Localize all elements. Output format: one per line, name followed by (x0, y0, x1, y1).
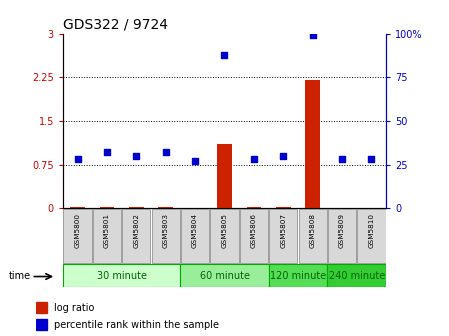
Bar (269, 209, 297, 263)
Text: GSM5800: GSM5800 (75, 213, 80, 248)
Bar (357, 209, 386, 263)
Point (103, 150, 110, 155)
Bar (36, 302, 47, 313)
Bar (305, 80, 320, 208)
Bar (299, 209, 327, 263)
Point (339, 157, 346, 162)
Bar (63, 264, 180, 287)
Bar (276, 207, 291, 208)
Text: GSM5801: GSM5801 (104, 213, 110, 248)
Bar (217, 144, 232, 208)
Text: 120 minute: 120 minute (270, 271, 326, 281)
Text: GSM5808: GSM5808 (310, 213, 316, 248)
Text: GSM5807: GSM5807 (280, 213, 286, 248)
Bar (70, 207, 85, 208)
Point (221, 52, 228, 57)
Point (74, 157, 81, 162)
Bar (63, 209, 92, 263)
Bar (180, 264, 269, 287)
Text: GSM5804: GSM5804 (192, 213, 198, 248)
Bar (240, 209, 268, 263)
Text: log ratio: log ratio (54, 303, 94, 313)
Point (280, 153, 287, 159)
Bar (36, 319, 47, 330)
Bar (211, 209, 238, 263)
Text: percentile rank within the sample: percentile rank within the sample (54, 320, 219, 330)
Bar (122, 209, 150, 263)
Text: time: time (9, 271, 31, 281)
Text: GSM5809: GSM5809 (339, 213, 345, 248)
Text: GSM5805: GSM5805 (221, 213, 228, 248)
Bar (129, 207, 144, 208)
Point (309, 33, 316, 38)
Bar (158, 207, 173, 208)
Bar (100, 207, 114, 208)
Point (368, 157, 375, 162)
Bar (93, 209, 121, 263)
Point (192, 159, 199, 164)
Bar (327, 264, 386, 287)
Bar (328, 209, 356, 263)
Point (250, 157, 257, 162)
Text: GSM5810: GSM5810 (369, 213, 374, 248)
Point (133, 153, 140, 159)
Text: GSM5803: GSM5803 (163, 213, 169, 248)
Text: 60 minute: 60 minute (199, 271, 250, 281)
Text: 30 minute: 30 minute (97, 271, 147, 281)
Text: GSM5806: GSM5806 (251, 213, 257, 248)
Bar (152, 209, 180, 263)
Bar (247, 207, 261, 208)
Text: GDS322 / 9724: GDS322 / 9724 (63, 17, 168, 31)
Point (162, 150, 169, 155)
Bar (181, 209, 209, 263)
Text: 240 minute: 240 minute (329, 271, 385, 281)
Bar (269, 264, 327, 287)
Text: GSM5802: GSM5802 (133, 213, 139, 248)
